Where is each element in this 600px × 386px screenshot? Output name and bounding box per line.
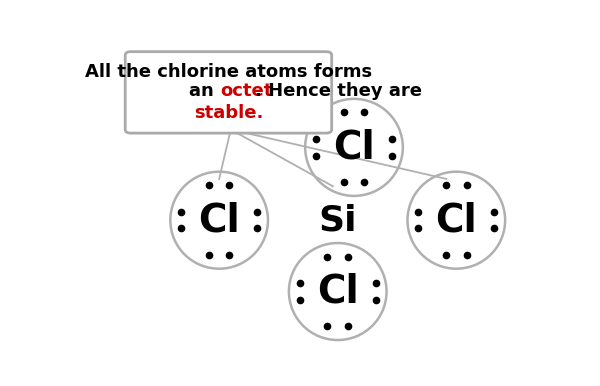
Text: Cl: Cl <box>436 201 477 239</box>
Text: Cl: Cl <box>198 201 240 239</box>
Text: All the chlorine atoms forms: All the chlorine atoms forms <box>85 63 372 81</box>
Text: stable.: stable. <box>194 104 263 122</box>
Text: an: an <box>189 82 220 100</box>
Text: Si: Si <box>319 203 357 237</box>
Text: . Hence they are: . Hence they are <box>255 82 422 100</box>
Text: Cl: Cl <box>333 129 375 166</box>
Text: octet: octet <box>220 82 272 100</box>
FancyBboxPatch shape <box>125 52 332 133</box>
Text: Cl: Cl <box>317 273 359 310</box>
